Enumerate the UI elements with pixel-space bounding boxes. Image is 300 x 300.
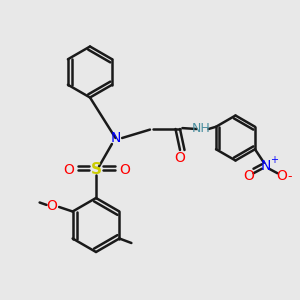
Text: S: S xyxy=(91,162,101,177)
Text: -: - xyxy=(287,170,292,183)
Text: N: N xyxy=(110,131,121,145)
Text: O: O xyxy=(63,163,74,176)
Text: N: N xyxy=(260,159,271,173)
Text: O: O xyxy=(119,163,130,176)
Text: O: O xyxy=(46,199,57,212)
Text: O: O xyxy=(244,169,254,183)
Text: +: + xyxy=(270,155,278,165)
Text: NH: NH xyxy=(192,122,210,136)
Text: O: O xyxy=(277,169,287,183)
Text: O: O xyxy=(175,151,185,164)
